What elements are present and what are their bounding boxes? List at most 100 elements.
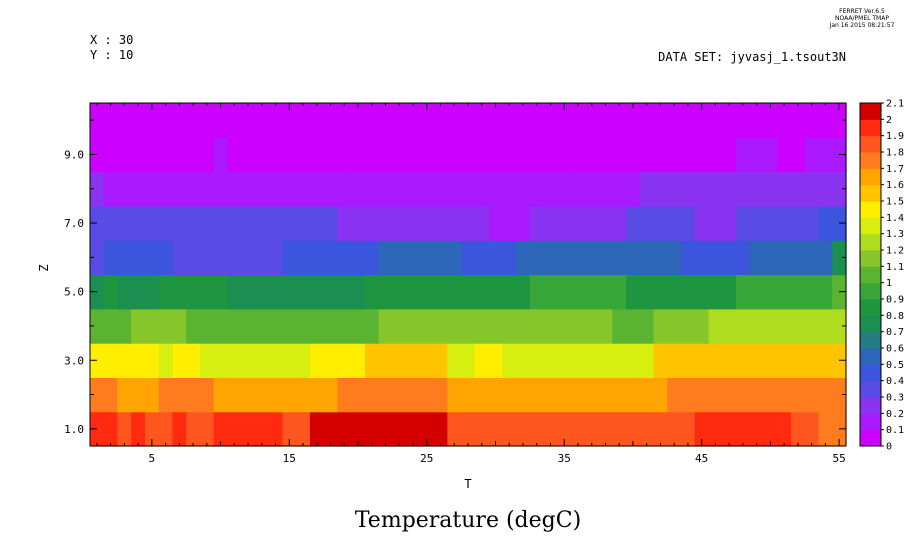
colorbar-tick-label: 1.3 [886,229,904,240]
heatmap-cell [158,274,229,310]
colorbar-swatch [860,331,881,349]
colorbar-swatch [860,233,881,251]
colorbar-tick-label: 1.8 [886,148,904,159]
colorbar-swatch [860,397,881,414]
heatmap-cell [227,411,270,447]
colorbar-tick-label: 1.7 [886,164,904,175]
heatmap-cell [103,274,119,310]
chart-title: Temperature (degC) [355,508,581,533]
colorbar-tick-label: 2 [886,115,892,126]
heatmap-cell [529,205,627,241]
heatmap-cell [103,171,352,207]
heatmap-cell [117,411,132,447]
heatmap-cell [791,411,820,447]
colorbar-swatch [860,299,881,316]
heatmap-cell [282,240,380,276]
heatmap-cell [447,411,696,447]
heatmap-cell [158,377,215,413]
dataset-label: DATA SET: jyvasj_1.tsout3N [658,50,846,64]
colorbar-tick-label: 0 [886,442,892,453]
heatmap-cell [213,137,229,173]
heatmap-cell [736,274,833,310]
colorbar-tick-label: 0.3 [886,393,904,404]
heatmap-cell [736,205,820,241]
heatmap-cell [653,343,847,378]
heatmap-cell [749,240,833,276]
colorbar: 0 0.1 0.2 0.3 0.4 0.5 0.6 0.7 0.8 0.9 1 1.1 1.2 1.3 1.… [859,99,904,453]
colorbar-tick-label: 0.4 [886,376,904,387]
heatmap-cell [90,377,119,413]
ferret-timestamp: Jan 16 2015 08:21:57 [829,22,895,29]
heatmap-cell [364,343,448,378]
heatmap-cell [90,205,339,241]
colorbar-swatch [860,348,881,365]
heatmap-cell [90,137,215,173]
colorbar-swatch [860,135,881,153]
heatmap-cell [612,308,655,344]
y-tick-label: 1.0 [64,423,84,436]
colorbar-tick-label: 1.6 [886,180,904,191]
heatmap-cell [447,377,668,413]
ferret-version: FERRET Ver.6.5 [839,8,885,15]
y-tick-label: 5.0 [64,286,84,299]
heatmap-cell [626,205,696,241]
heatmap-cell [227,274,366,310]
heatmap-cell [571,171,641,207]
colorbar-swatch [860,250,881,267]
colorbar-swatch [860,315,881,333]
heatmap-cell [667,377,847,413]
heatmap-cell [378,308,613,344]
heatmap-cell [474,343,503,378]
colorbar-swatch [860,429,881,447]
colorbar-swatch [860,103,881,120]
colorbar-tick-label: 0.9 [886,295,904,306]
heatmap-cell [172,343,201,378]
colorbar-swatch [860,282,881,300]
heatmap-cell [213,377,339,413]
heatmap-cell [626,274,737,310]
plot-axes: 5 15 25 35 45 55 1.0 3.0 5.0 7.0 9.0 [64,102,847,465]
heatmap-cell [351,171,572,207]
colorbar-swatch [860,217,881,235]
heatmap-cell [777,137,806,173]
heatmap-cell [199,343,311,378]
colorbar-tick-label: 0.5 [886,360,904,371]
heatmap-cell [309,411,448,447]
heatmap-cell [694,411,792,447]
heatmap-cell [529,274,627,310]
heatmap-cell [804,171,847,207]
colorbar-swatch [860,364,881,382]
heatmap-cell [131,411,146,447]
heatmap-cell [681,240,751,276]
heatmap-cell [90,240,105,276]
heatmap-cells [90,103,847,447]
colorbar-tick-label: 0.8 [886,311,904,322]
x-tick-label: 35 [558,452,571,465]
colorbar-tick-label: 1.1 [886,262,904,273]
colorbar-tick-label: 1.9 [886,131,904,142]
heatmap-cell [90,308,132,344]
heatmap-cell [131,308,187,344]
heatmap-cell [90,103,847,138]
heatmap-cell [502,343,655,378]
x-tick-label: 5 [149,452,156,465]
x-tick-label: 15 [283,452,296,465]
colorbar-tick-label: 1.5 [886,197,904,208]
heatmap-cell [708,308,847,344]
colorbar-swatch [860,201,881,218]
heatmap-cell [364,274,531,310]
heatmap-cell [516,240,682,276]
heatmap-cell [90,274,105,310]
heatmap-cell [488,205,531,241]
heatmap-cell [103,240,174,276]
x-tick-label: 45 [695,452,708,465]
heatmap-cell [337,205,490,241]
heatmap-cell [309,343,366,378]
colorbar-swatch [860,152,881,169]
heatmap-cell [172,240,284,276]
colorbar-tick-label: 2.1 [886,99,904,110]
heatmap-cell [227,137,737,173]
heatmap-cell [653,308,710,344]
x-tick-label: 55 [833,452,846,465]
colorbar-swatch [860,119,881,137]
